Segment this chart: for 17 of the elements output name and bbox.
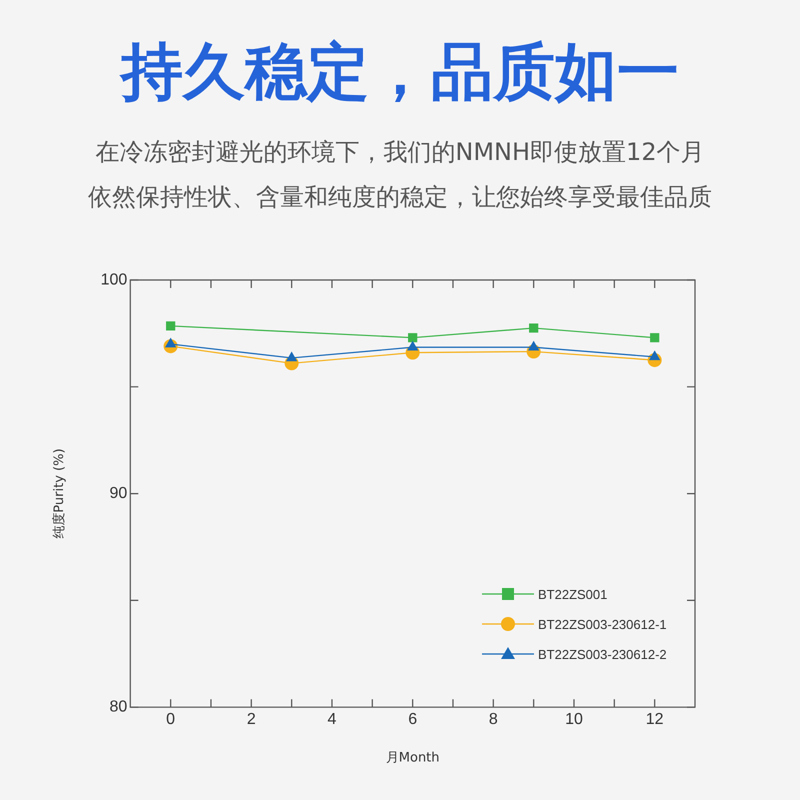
x-tick-label: 6 bbox=[408, 711, 418, 728]
legend-label: BT22ZS001 bbox=[538, 586, 608, 602]
x-tick-label: 10 bbox=[565, 711, 583, 728]
legend-label: BT22ZS003-230612-2 bbox=[538, 646, 667, 662]
y-axis-title: 纯度Purity (%) bbox=[51, 448, 68, 539]
x-tick-label: 4 bbox=[328, 711, 337, 728]
y-tick-label: 100 bbox=[100, 271, 128, 288]
chart-title: 持久稳定，品质如一 bbox=[118, 34, 680, 110]
x-axis-title: 月Month bbox=[386, 750, 440, 766]
y-tick-label: 80 bbox=[110, 698, 128, 716]
y-tick-label: 90 bbox=[110, 485, 128, 502]
legend-label: BT22ZS003-230612-1 bbox=[538, 616, 667, 632]
x-tick-label: 12 bbox=[646, 711, 664, 728]
x-tick-label: 8 bbox=[488, 711, 498, 728]
x-tick-label: 0 bbox=[166, 711, 176, 728]
chart-subtitle: 在冷冻密封避光的环境下，我们的NMNH即使放置12个月依然保持性状、含量和纯度的稳定，让您始终享受最佳品质 bbox=[87, 137, 713, 213]
x-tick-label: 2 bbox=[246, 711, 256, 728]
